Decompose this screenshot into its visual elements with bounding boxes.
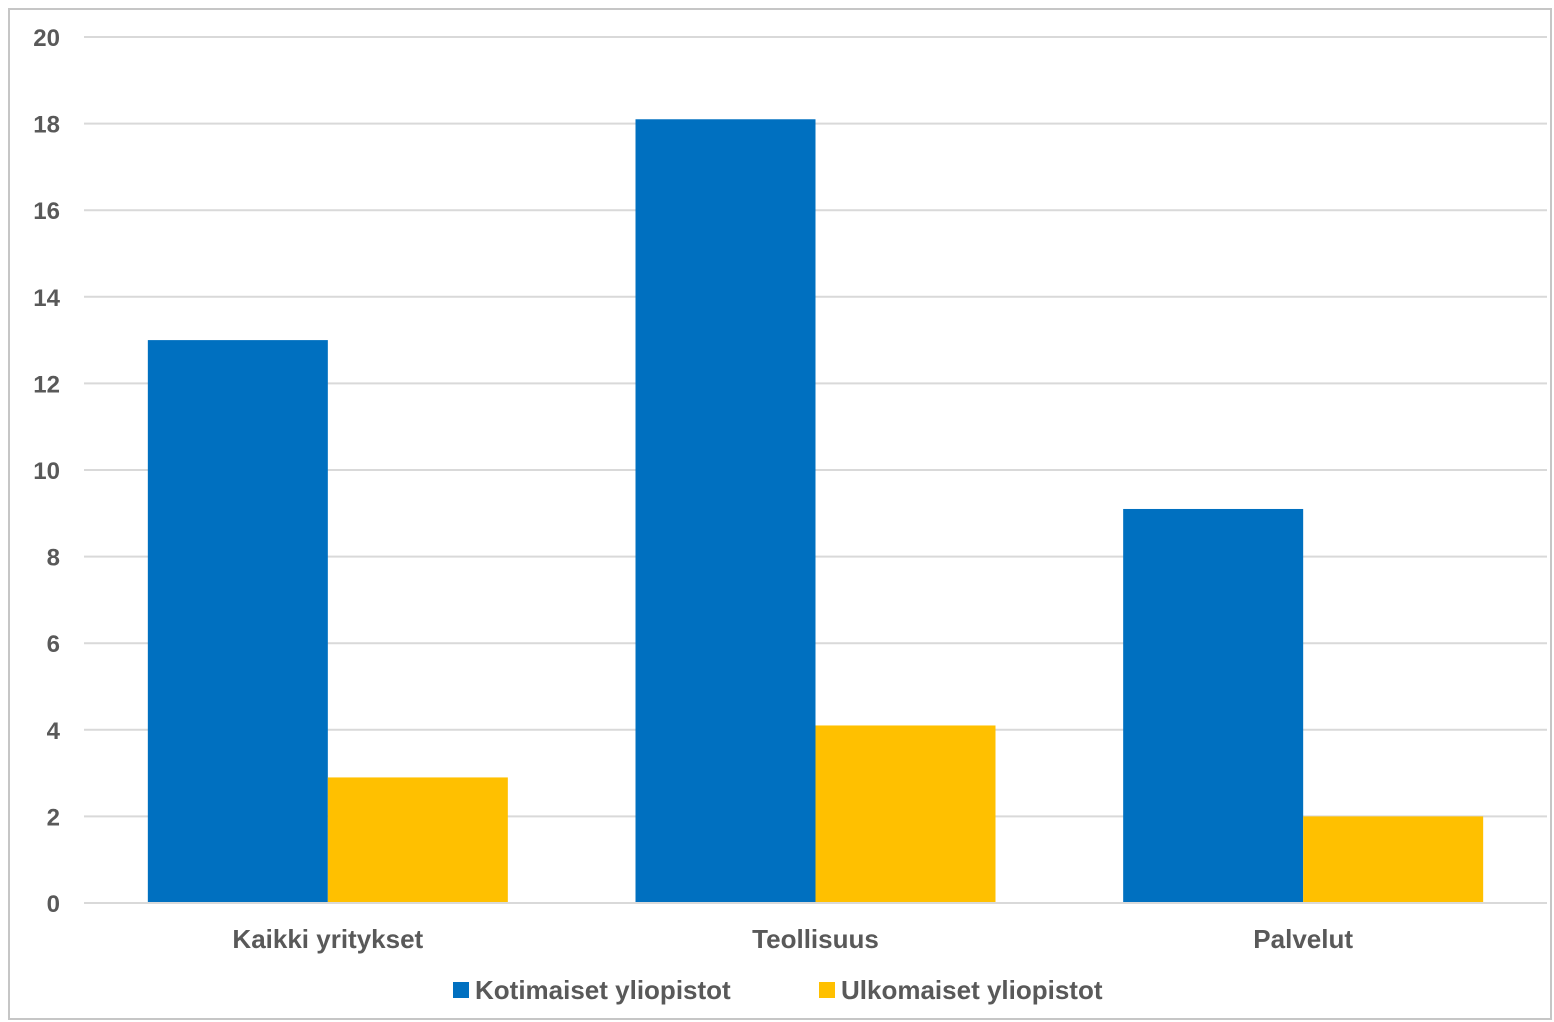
legend-label: Ulkomaiset yliopistot: [841, 975, 1103, 1005]
y-tick-label: 10: [33, 458, 60, 485]
y-tick-label: 2: [47, 804, 60, 831]
x-category-label: Teollisuus: [752, 924, 879, 954]
bar-ulkomaiset-1: [815, 725, 996, 903]
y-tick-label: 14: [33, 285, 60, 312]
y-tick-label: 4: [47, 718, 61, 745]
y-tick-label: 20: [33, 25, 60, 52]
x-category-label: Palvelut: [1253, 924, 1353, 954]
y-tick-label: 12: [33, 371, 60, 398]
bar-kotimaiset-0: [147, 340, 328, 904]
legend: Kotimaiset yliopistot Ulkomaiset yliopist…: [453, 975, 1103, 1005]
legend-label: Kotimaiset yliopistot: [475, 975, 731, 1005]
legend-swatch: [819, 982, 835, 998]
y-tick-label: 16: [33, 198, 60, 225]
y-tick-label: 6: [47, 631, 60, 658]
bar-ulkomaiset-0: [327, 777, 508, 903]
bar-kotimaiset-1: [635, 119, 816, 903]
bars: [147, 119, 1484, 904]
y-tick-label: 0: [47, 891, 60, 918]
y-axis-tick-labels: 0 2 4 6 8 10 12 14 16 18 20: [33, 25, 60, 918]
y-tick-label: 18: [33, 112, 60, 139]
x-category-label: Kaikki yritykset: [232, 924, 423, 954]
legend-swatch: [453, 982, 469, 998]
x-axis-category-labels: Kaikki yritykset Teollisuus Palvelut: [232, 924, 1353, 954]
bar-kotimaiset-2: [1123, 508, 1304, 903]
bar-ulkomaiset-2: [1303, 816, 1484, 903]
y-tick-label: 8: [47, 545, 60, 572]
